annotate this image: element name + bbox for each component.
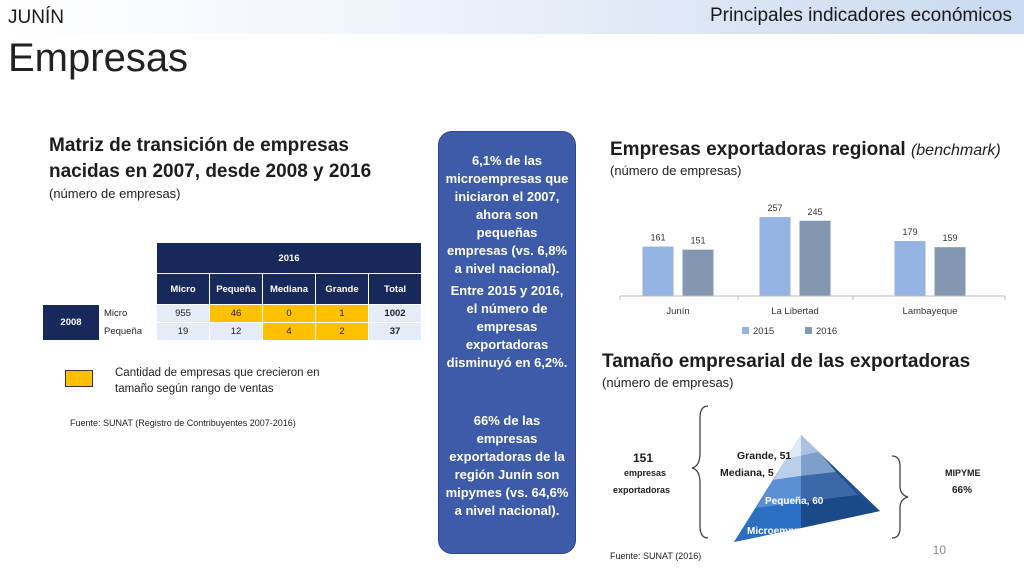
pyramid-source: Fuente: SUNAT (2016) bbox=[610, 551, 702, 561]
matrix-cell: 955 bbox=[156, 304, 210, 323]
pyramid-label-pequena: Pequeña, 60 bbox=[765, 496, 824, 507]
data-label: 151 bbox=[690, 236, 705, 246]
matrix-source: Fuente: SUNAT (Registro de Contribuyente… bbox=[70, 418, 296, 428]
pyramid-tier-mediana bbox=[773, 456, 801, 480]
matrix-title-line2: nacidas en 2007, desde 2008 y 2016 bbox=[49, 161, 372, 182]
matrix-cell-highlighted: 2 bbox=[315, 322, 369, 341]
exporter-size-pyramid: Grande, 51 Mediana, 5 Pequeña, 60 Microe… bbox=[613, 405, 981, 542]
exporters-chart-title: Empresas exportadoras regional (benchmar… bbox=[610, 137, 1001, 164]
pyramid-title: Tamaño empresarial de las exportadoras bbox=[602, 351, 971, 372]
header-bar bbox=[0, 0, 1024, 34]
finding-microempresas: 6,1% de las microempresas que iniciaron … bbox=[445, 153, 569, 276]
page-title: Empresas bbox=[8, 36, 189, 80]
bar-2015-1 bbox=[759, 217, 791, 296]
legend-swatch-2015 bbox=[742, 327, 749, 334]
pyramid-tier-grande bbox=[786, 435, 801, 459]
matrix-unit: (número de empresas) bbox=[49, 186, 181, 201]
pyramid-tier-pequena-side bbox=[801, 472, 858, 502]
data-label: 245 bbox=[807, 207, 822, 217]
matrix-cell-highlighted: 46 bbox=[209, 304, 263, 323]
category-label: La Libertad bbox=[771, 306, 819, 317]
category-label: Junín bbox=[666, 306, 689, 317]
matrix-col-header: Grande bbox=[315, 273, 369, 305]
data-label: 257 bbox=[767, 203, 782, 213]
bar-2015-2 bbox=[894, 241, 926, 296]
mipyme-label: MIPYME bbox=[945, 468, 981, 478]
table-row: Pequeña 19 12 4 2 37 bbox=[43, 322, 422, 341]
transition-matrix: 2016 Micro Pequeña Mediana Grande Total … bbox=[42, 242, 422, 341]
pyramid-label-grande: Grande, 51 bbox=[737, 450, 791, 462]
matrix-cell-total: 37 bbox=[368, 322, 422, 341]
bar-2016-1 bbox=[799, 220, 831, 296]
finding-mipymes: 66% de las empresas exportadoras de la r… bbox=[445, 413, 569, 518]
matrix-title-line1: Matriz de transición de empresas bbox=[49, 135, 349, 156]
matrix-cell: 19 bbox=[156, 322, 210, 341]
matrix-cell-highlighted: 4 bbox=[262, 322, 316, 341]
legend-label-2016: 2016 bbox=[816, 326, 837, 337]
legend-swatch-2016 bbox=[805, 327, 812, 334]
finding-exportadoras: Entre 2015 y 2016, el número de empresas… bbox=[446, 283, 568, 370]
bar-2016-0 bbox=[682, 249, 714, 296]
exporters-chart-title-italic: (benchmark) bbox=[910, 142, 1001, 159]
matrix-year-row: 2008 bbox=[42, 304, 100, 341]
bar-2016-2 bbox=[934, 247, 966, 296]
exporters-chart-title-text: Empresas exportadoras regional bbox=[610, 139, 906, 160]
mipyme-percent: 66% bbox=[952, 485, 972, 496]
pyramid-total-line2: empresas bbox=[624, 468, 666, 478]
matrix-cell-highlighted: 0 bbox=[262, 304, 316, 323]
pyramid-label-mediana: Mediana, 5 bbox=[720, 467, 774, 479]
matrix-row-label: Micro bbox=[99, 304, 157, 323]
pyramid-label-micro: Microempresa, 35 bbox=[747, 526, 832, 537]
section-subject: Principales indicadores económicos bbox=[709, 5, 1012, 26]
data-label: 159 bbox=[942, 233, 957, 243]
exporters-bar-chart: 161 151 Junín 257 245 La Libertad 179 159 Lambay… bbox=[619, 203, 1006, 337]
pyramid-tier-pequena bbox=[756, 476, 801, 508]
pyramid-tier-micro bbox=[734, 502, 801, 542]
key-findings-callout: 6,1% de las microempresas que iniciaron … bbox=[438, 131, 576, 554]
matrix-cell: 12 bbox=[209, 322, 263, 341]
category-label: Lambayeque bbox=[903, 306, 958, 317]
matrix-cell-total: 1002 bbox=[368, 304, 422, 323]
matrix-col-header: Pequeña bbox=[209, 273, 263, 305]
region-label: JUNÍN bbox=[8, 7, 64, 28]
right-brace bbox=[891, 455, 909, 539]
matrix-row-label: Pequeña bbox=[99, 322, 157, 341]
table-row: 2008 Micro 955 46 0 1 1002 bbox=[42, 304, 422, 341]
legend-line: tamaño según rango de ventas bbox=[115, 383, 274, 395]
highlight-legend-text: Cantidad de empresas que crecieron en ta… bbox=[115, 365, 320, 397]
pyramid-total-value: 151 bbox=[633, 451, 653, 465]
bar-2015-0 bbox=[642, 246, 674, 296]
exporters-chart-unit: (número de empresas) bbox=[610, 163, 742, 178]
data-label: 179 bbox=[902, 227, 917, 237]
pyramid-tier-micro-side bbox=[801, 495, 880, 528]
data-label: 161 bbox=[650, 233, 665, 243]
matrix-year-col: 2016 bbox=[156, 242, 422, 274]
matrix-col-header: Mediana bbox=[262, 273, 316, 305]
legend-label-2015: 2015 bbox=[753, 326, 774, 337]
highlight-legend-swatch bbox=[65, 370, 93, 387]
page-number: 10 bbox=[932, 543, 946, 557]
matrix-col-header: Micro bbox=[156, 273, 210, 305]
matrix-col-header: Total bbox=[368, 273, 422, 305]
matrix-cell-highlighted: 1 bbox=[315, 304, 369, 323]
pyramid-tier-grande-side bbox=[801, 435, 819, 456]
legend-line: Cantidad de empresas que crecieron en bbox=[115, 367, 320, 379]
pyramid-unit: (número de empresas) bbox=[602, 375, 734, 390]
pyramid-total-line3: exportadoras bbox=[613, 485, 670, 495]
pyramid-tier-mediana-side bbox=[801, 452, 836, 476]
left-brace bbox=[691, 405, 709, 539]
